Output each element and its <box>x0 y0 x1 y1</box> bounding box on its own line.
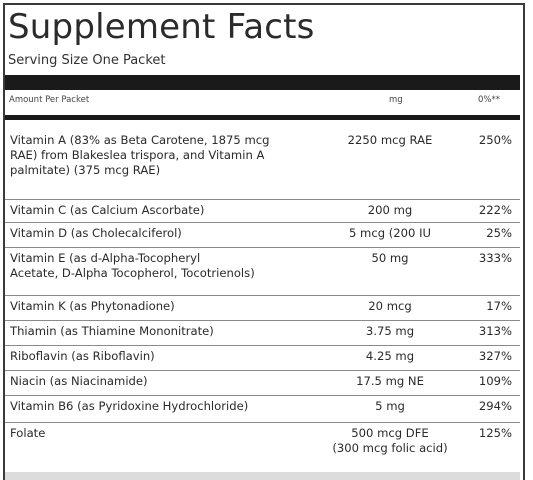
nutrient-name: Vitamin E (as d-Alpha-Tocopheryl Acetate… <box>10 251 255 280</box>
nutrient-amount: 3.75 mg <box>365 324 415 338</box>
nutrient-row: Vitamin B6 (as Pyridoxine Hydrochloride)… <box>5 396 520 423</box>
column-header-amount-per: Amount Per Packet <box>9 95 90 105</box>
nutrient-row: Niacin (as Niacinamide) 17.5 mg NE 109% <box>5 371 520 396</box>
nutrient-amount: 20 mcg <box>368 299 412 313</box>
nutrient-name: Riboflavin (as Riboflavin) <box>10 349 155 363</box>
nutrient-row: Thiamin (as Thiamine Mononitrate) 3.75 m… <box>5 321 520 346</box>
nutrient-amount: 4.25 mg <box>365 349 415 363</box>
nutrient-name: Vitamin A (83% as Beta Carotene, 1875 mc… <box>10 133 270 177</box>
thick-divider <box>5 75 520 90</box>
nutrient-daily-value: 313% <box>478 324 512 338</box>
nutrient-name: Vitamin K (as Phytonadione) <box>10 299 175 313</box>
medium-divider <box>5 115 520 120</box>
nutrient-daily-value: 333% <box>478 251 512 265</box>
nutrient-daily-value: 327% <box>478 349 512 363</box>
nutrient-amount: 2250 mcg RAE <box>347 133 433 147</box>
nutrient-daily-value: 25% <box>486 226 512 240</box>
panel-title: Supplement Facts <box>8 7 315 47</box>
nutrient-daily-value: 250% <box>478 133 512 147</box>
nutrient-name: Folate <box>10 426 46 440</box>
bottom-divider <box>5 472 520 480</box>
nutrient-daily-value: 125% <box>478 426 512 440</box>
nutrient-amount: 17.5 mg NE <box>356 374 424 388</box>
nutrient-amount: 50 mg <box>371 251 409 265</box>
nutrient-daily-value: 17% <box>486 299 512 313</box>
nutrient-amount: 5 mcg (200 IU <box>348 226 432 240</box>
column-header-daily-value: 0%** <box>478 95 500 105</box>
nutrient-amount: 200 mg <box>367 203 413 217</box>
nutrient-name: Vitamin B6 (as Pyridoxine Hydrochloride) <box>10 399 249 413</box>
nutrient-row: Folate 500 mcg DFE (300 mcg folic acid) … <box>5 423 520 472</box>
nutrient-row: Vitamin E (as d-Alpha-Tocopheryl Acetate… <box>5 248 520 296</box>
nutrient-row: Vitamin K (as Phytonadione) 20 mcg 17% <box>5 296 520 321</box>
column-header-unit: mg <box>389 95 403 105</box>
nutrient-amount: 500 mcg DFE (300 mcg folic acid) <box>332 426 448 455</box>
nutrient-row: Riboflavin (as Riboflavin) 4.25 mg 327% <box>5 346 520 371</box>
nutrient-amount: 5 mg <box>375 399 405 413</box>
nutrient-daily-value: 222% <box>478 203 512 217</box>
nutrient-row: Vitamin C (as Calcium Ascorbate) 200 mg … <box>5 200 520 223</box>
nutrient-daily-value: 294% <box>478 399 512 413</box>
nutrient-name: Thiamin (as Thiamine Mononitrate) <box>10 324 214 338</box>
nutrient-row: Vitamin D (as Cholecalciferol) 5 mcg (20… <box>5 223 520 248</box>
nutrient-daily-value: 109% <box>478 374 512 388</box>
supplement-facts-panel <box>3 3 525 480</box>
nutrient-name: Vitamin D (as Cholecalciferol) <box>10 226 182 240</box>
nutrient-name: Vitamin C (as Calcium Ascorbate) <box>10 203 205 217</box>
serving-size: Serving Size One Packet <box>8 53 166 68</box>
nutrient-name: Niacin (as Niacinamide) <box>10 374 148 388</box>
nutrient-row: Vitamin A (83% as Beta Carotene, 1875 mc… <box>5 130 520 200</box>
